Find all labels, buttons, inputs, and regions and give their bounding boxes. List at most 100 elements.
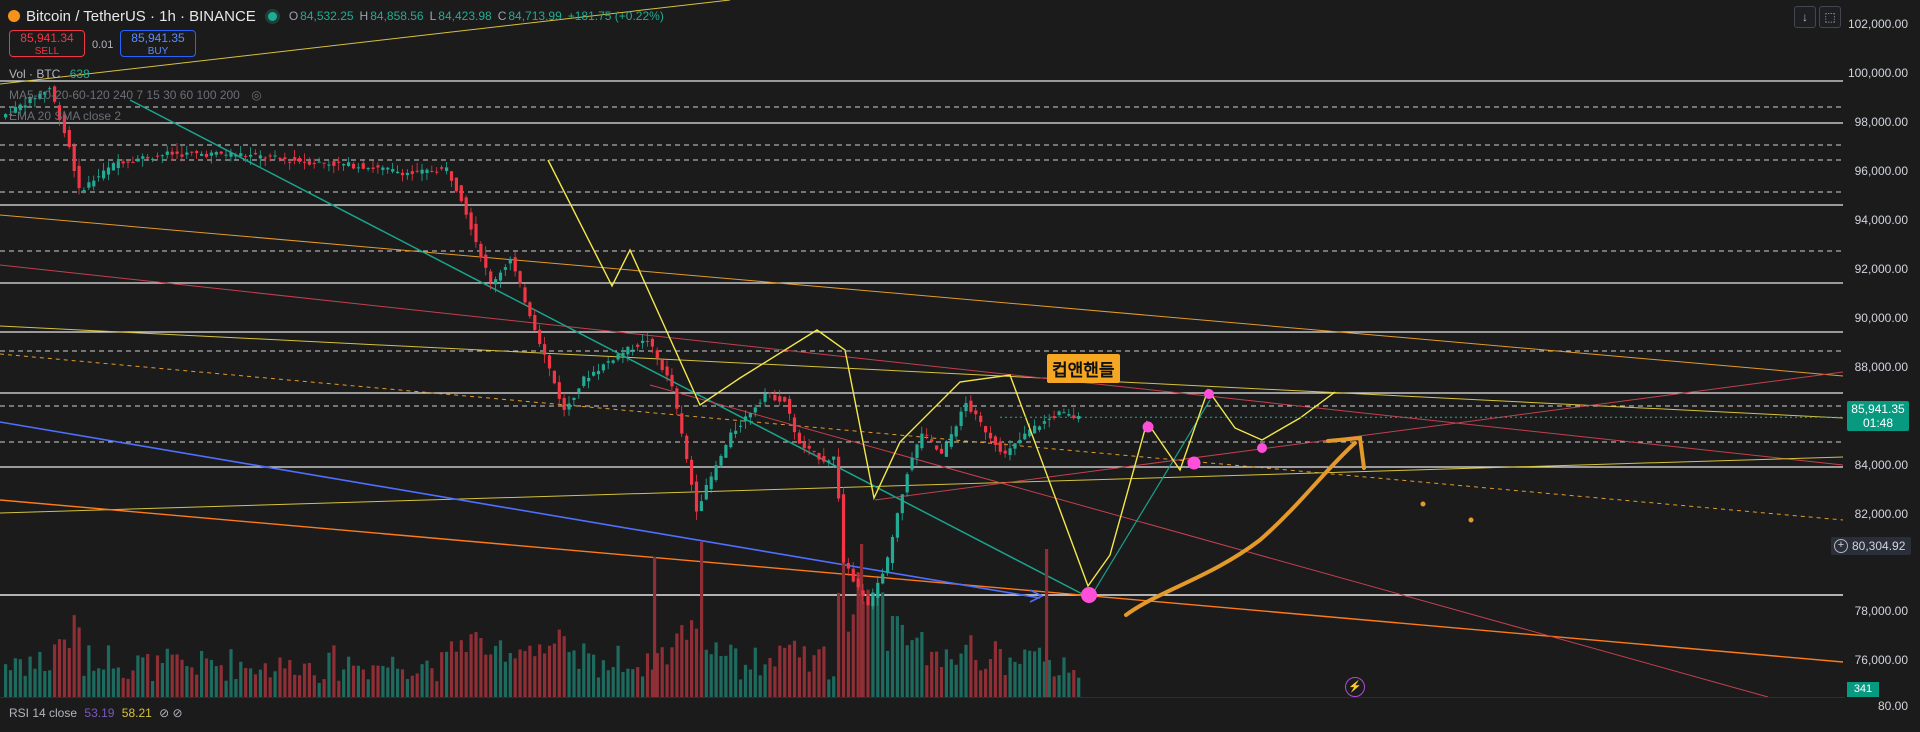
candle-body bbox=[1023, 433, 1027, 440]
candle-body bbox=[209, 152, 213, 156]
candle-body bbox=[435, 171, 439, 173]
volume-bar bbox=[8, 670, 13, 697]
volume-bar bbox=[141, 657, 145, 697]
volume-bar bbox=[748, 669, 752, 697]
ema-legend[interactable]: EMA 20 SMA close 2 bbox=[9, 109, 121, 123]
rsi-axis-level: 80.00 bbox=[1877, 699, 1908, 713]
candle-body bbox=[734, 430, 738, 434]
volume-bar bbox=[743, 664, 748, 697]
volume-bar bbox=[611, 667, 615, 697]
candle-body bbox=[690, 459, 694, 485]
volume-bar bbox=[959, 653, 963, 697]
volume-bar bbox=[984, 668, 988, 697]
candle-body bbox=[650, 338, 654, 347]
candle-body bbox=[146, 156, 150, 159]
volume-bar bbox=[939, 666, 944, 697]
candle-body bbox=[87, 182, 91, 188]
cup-and-handle-label[interactable]: 컵앤핸들 bbox=[1047, 354, 1120, 383]
candle-body bbox=[317, 161, 321, 163]
volume-bar bbox=[420, 664, 424, 697]
rsi-hide-icons[interactable]: ⊘ ⊘ bbox=[159, 706, 183, 720]
candle-body bbox=[753, 407, 757, 413]
candle-body bbox=[342, 163, 346, 166]
volume-bar bbox=[1042, 661, 1046, 697]
candle-body bbox=[1062, 412, 1066, 414]
ma-legend[interactable]: MA5-10-20-60-120 240 7 15 30 60 100 200 … bbox=[9, 88, 262, 102]
eye-off-icon[interactable]: ◎ bbox=[251, 88, 262, 102]
volume-bar bbox=[890, 615, 895, 697]
volume-bar bbox=[675, 633, 679, 697]
marked-level-tag[interactable]: + 80,304.92 bbox=[1831, 537, 1911, 555]
fullscreen-icon[interactable]: ⬚ bbox=[1819, 6, 1841, 28]
volume-bar bbox=[489, 654, 493, 697]
price-axis-label: 98,000.00 bbox=[1854, 115, 1908, 130]
volume-bar bbox=[636, 667, 640, 697]
blue-arrow-marker bbox=[1029, 589, 1044, 603]
candle-body bbox=[366, 168, 370, 170]
volume-bar bbox=[895, 616, 899, 697]
rsi-label: RSI 14 close bbox=[9, 706, 78, 720]
rsi-legend[interactable]: RSI 14 close 53.19 58.21 ⊘ ⊘ bbox=[9, 706, 183, 720]
sell-button[interactable]: 85,941.34 SELL bbox=[9, 30, 85, 57]
candle-body bbox=[126, 161, 130, 163]
volume-bar bbox=[53, 644, 57, 697]
rsi-separator bbox=[0, 697, 1845, 698]
volume-bar bbox=[837, 592, 841, 697]
volume-bar bbox=[4, 664, 8, 697]
candle-body bbox=[405, 172, 409, 176]
candle-body bbox=[190, 151, 194, 153]
volume-bar bbox=[739, 679, 743, 697]
candle-body bbox=[454, 177, 458, 192]
volume-bar bbox=[592, 654, 596, 697]
volume-bar bbox=[72, 615, 76, 697]
volume-bar bbox=[23, 675, 27, 697]
buy-button[interactable]: 85,941.35 BUY bbox=[120, 30, 196, 57]
volume-bar bbox=[523, 651, 527, 697]
volume-bar bbox=[38, 651, 42, 697]
candle-body bbox=[1013, 443, 1017, 449]
symbol-title[interactable]: Bitcoin / TetherUS · 1h · BINANCE bbox=[26, 7, 256, 25]
candle-body bbox=[229, 152, 233, 157]
ohlc-values: O 84,532.25 H 84,858.56 L 84,423.98 C 84,713… bbox=[288, 9, 664, 23]
volume-bar bbox=[391, 656, 395, 697]
volume-bar bbox=[670, 647, 674, 697]
candle-body bbox=[817, 452, 821, 460]
ema-label: EMA 20 SMA close 2 bbox=[9, 109, 122, 123]
candle-body bbox=[616, 354, 620, 360]
volume-bar bbox=[641, 676, 645, 697]
price-candles bbox=[4, 85, 1081, 610]
candle-body bbox=[1042, 421, 1046, 424]
volume-bar bbox=[930, 651, 934, 697]
bolt-icon[interactable]: ⚡ bbox=[1345, 677, 1365, 697]
candle-body bbox=[204, 153, 209, 157]
add-alert-icon[interactable]: + bbox=[1834, 539, 1848, 553]
volume-bar bbox=[229, 649, 233, 697]
volume-bar bbox=[18, 659, 22, 697]
download-icon[interactable]: ↓ bbox=[1794, 6, 1816, 28]
candle-body bbox=[984, 426, 988, 433]
volume-bar bbox=[151, 681, 155, 697]
candle-body bbox=[312, 162, 316, 164]
bitcoin-coin-icon bbox=[8, 10, 20, 22]
candle-body bbox=[1028, 429, 1032, 437]
volume-bar bbox=[445, 651, 449, 697]
candle-body bbox=[293, 157, 297, 161]
candle-body bbox=[807, 445, 811, 449]
volume-legend[interactable]: Vol · BTC 638 bbox=[9, 67, 90, 81]
candle-body bbox=[802, 442, 806, 449]
rsi-value-2: 58.21 bbox=[121, 706, 152, 720]
candle-body bbox=[479, 243, 483, 258]
price-axis-label: 96,000.00 bbox=[1854, 164, 1908, 179]
volume-bar bbox=[1062, 657, 1066, 697]
candle-body bbox=[224, 154, 228, 156]
volume-bar bbox=[337, 680, 341, 697]
candle-body bbox=[13, 106, 17, 113]
volume-bar bbox=[860, 544, 864, 697]
volume-bar bbox=[160, 663, 164, 697]
candle-body bbox=[410, 171, 414, 175]
price-axis-label: 82,000.00 bbox=[1854, 506, 1908, 521]
candle-body bbox=[302, 161, 307, 163]
volume-bar bbox=[435, 681, 439, 697]
volume-bar bbox=[1037, 647, 1042, 697]
